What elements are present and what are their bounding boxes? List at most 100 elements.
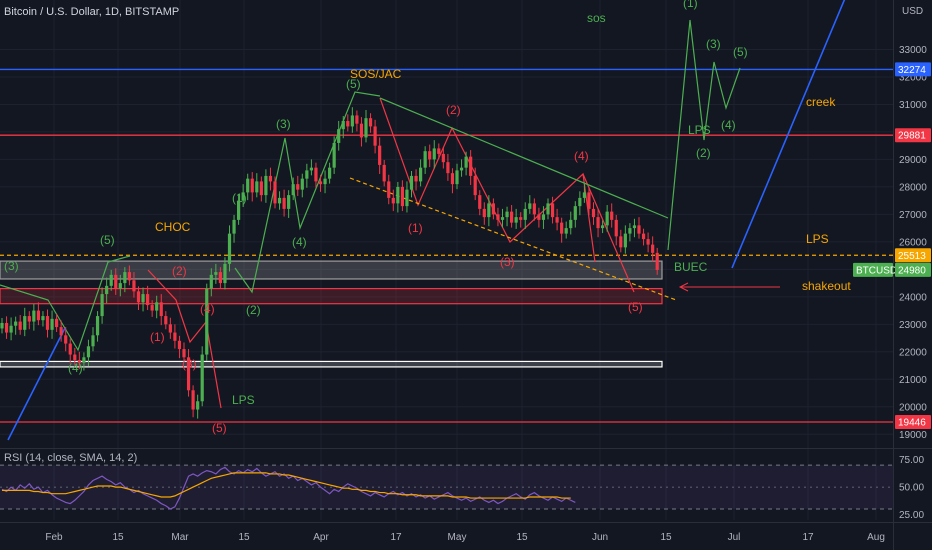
candle-body bbox=[423, 151, 427, 168]
candle-body bbox=[36, 310, 40, 321]
candle-body bbox=[532, 203, 536, 215]
candle-body bbox=[419, 167, 423, 182]
candle-body bbox=[564, 228, 568, 234]
annotation-label: (3) bbox=[500, 255, 515, 269]
candle-body bbox=[428, 151, 432, 160]
candle-body bbox=[246, 178, 250, 193]
price-tag bbox=[895, 128, 931, 143]
price-axis-unit: USD bbox=[902, 6, 923, 17]
annotation-label: (5) bbox=[212, 421, 227, 435]
annotation-label: (1) bbox=[232, 191, 247, 205]
candle-body bbox=[305, 170, 309, 179]
candle-body bbox=[132, 280, 136, 292]
annotation-label: (4) bbox=[68, 361, 83, 375]
rsi-tick-label: 75.00 bbox=[899, 455, 924, 466]
candle-body bbox=[414, 175, 418, 182]
candle-body bbox=[296, 184, 300, 190]
candle-body bbox=[182, 349, 186, 358]
annotation-label: (1) bbox=[683, 0, 698, 10]
candle-body bbox=[318, 181, 323, 185]
candle-body bbox=[255, 181, 259, 193]
candle-body bbox=[491, 203, 495, 215]
candle-body bbox=[14, 321, 18, 326]
shakeout-arrow-head bbox=[678, 282, 689, 292]
candle-body bbox=[655, 252, 659, 270]
candle-body bbox=[632, 225, 637, 229]
candle-body bbox=[77, 360, 81, 363]
candle-body bbox=[287, 195, 291, 209]
candle-body bbox=[0, 322, 4, 329]
candle-body bbox=[218, 272, 222, 284]
annotation-label: (3) bbox=[4, 259, 19, 273]
candle-body bbox=[359, 123, 364, 138]
time-tick-label: Jul bbox=[728, 532, 741, 543]
candle-body bbox=[186, 357, 191, 391]
annotation-label: (5) bbox=[733, 45, 748, 59]
candle-body bbox=[300, 178, 304, 190]
trend-line-orange bbox=[349, 177, 677, 301]
candle-body bbox=[651, 244, 655, 253]
candle-body bbox=[223, 263, 227, 284]
candle-body bbox=[332, 142, 336, 168]
annotation-label: LPS bbox=[232, 393, 255, 407]
time-axis[interactable]: Feb 15 Mar 15 Apr 17 May 15 Jun 15 Jul 17 Aug bbox=[45, 532, 885, 543]
candles bbox=[0, 107, 659, 419]
time-tick-label: 15 bbox=[660, 532, 672, 543]
annotation-label: (5) bbox=[628, 300, 643, 314]
candle-body bbox=[610, 211, 614, 220]
candle-body bbox=[355, 115, 359, 124]
zones bbox=[0, 260, 663, 368]
candle-body bbox=[382, 164, 386, 182]
candle-body bbox=[582, 192, 586, 198]
candle-body bbox=[537, 214, 541, 220]
price-tick-label: 26000 bbox=[899, 237, 927, 248]
candle-body bbox=[196, 401, 200, 410]
candle-body bbox=[68, 343, 72, 355]
candle-body bbox=[232, 219, 236, 234]
candle-body bbox=[487, 203, 491, 218]
candle-body bbox=[505, 211, 509, 218]
candle-body bbox=[528, 203, 532, 209]
price-tick-label: 23000 bbox=[899, 320, 927, 331]
zone-box bbox=[0, 260, 663, 280]
time-tick-label: Feb bbox=[45, 532, 63, 543]
candle-body bbox=[569, 219, 573, 229]
candle-body bbox=[646, 239, 650, 245]
price-axis[interactable]: 1900020000210002200023000240002500026000… bbox=[899, 45, 927, 441]
candle-body bbox=[127, 272, 131, 281]
chart-title: Bitcoin / U.S. Dollar, 1D, BITSTAMP bbox=[4, 6, 180, 18]
price-tag-label: BTCUSD bbox=[856, 265, 897, 276]
annotation-label: shakeout bbox=[802, 279, 851, 293]
annotation-label: (2) bbox=[246, 303, 261, 317]
annotations: (3) (4) (5) CHOC (2) (1) (4) (3) (5) LPS (2) (1) (3)… bbox=[4, 0, 851, 435]
time-tick-label: 15 bbox=[516, 532, 528, 543]
candle-body bbox=[541, 214, 546, 220]
candle-body bbox=[455, 170, 459, 185]
price-tag-label: 19446 bbox=[898, 417, 926, 428]
horizontal-levels bbox=[0, 68, 893, 423]
candle-body bbox=[82, 357, 86, 363]
candle-body bbox=[550, 203, 555, 218]
candle-body bbox=[23, 316, 27, 330]
candle-body bbox=[59, 327, 63, 336]
candle-body bbox=[109, 274, 113, 286]
candle-body bbox=[596, 217, 600, 229]
candle-body bbox=[601, 225, 605, 229]
annotation-label: (4) bbox=[200, 302, 215, 316]
price-tick-label: 19000 bbox=[899, 430, 927, 441]
candle-body bbox=[18, 321, 22, 330]
candle-body bbox=[391, 197, 395, 204]
price-tag bbox=[895, 62, 931, 77]
candle-body bbox=[114, 274, 118, 289]
candle-body bbox=[64, 335, 68, 344]
candle-body bbox=[177, 340, 182, 350]
candle-body bbox=[364, 118, 368, 138]
candle-body bbox=[50, 318, 54, 330]
candle-body bbox=[514, 217, 518, 223]
wave-line-green bbox=[0, 255, 131, 352]
candle-body bbox=[314, 167, 318, 182]
rsi-line bbox=[1, 466, 576, 510]
annotation-label: CHOC bbox=[155, 220, 191, 234]
